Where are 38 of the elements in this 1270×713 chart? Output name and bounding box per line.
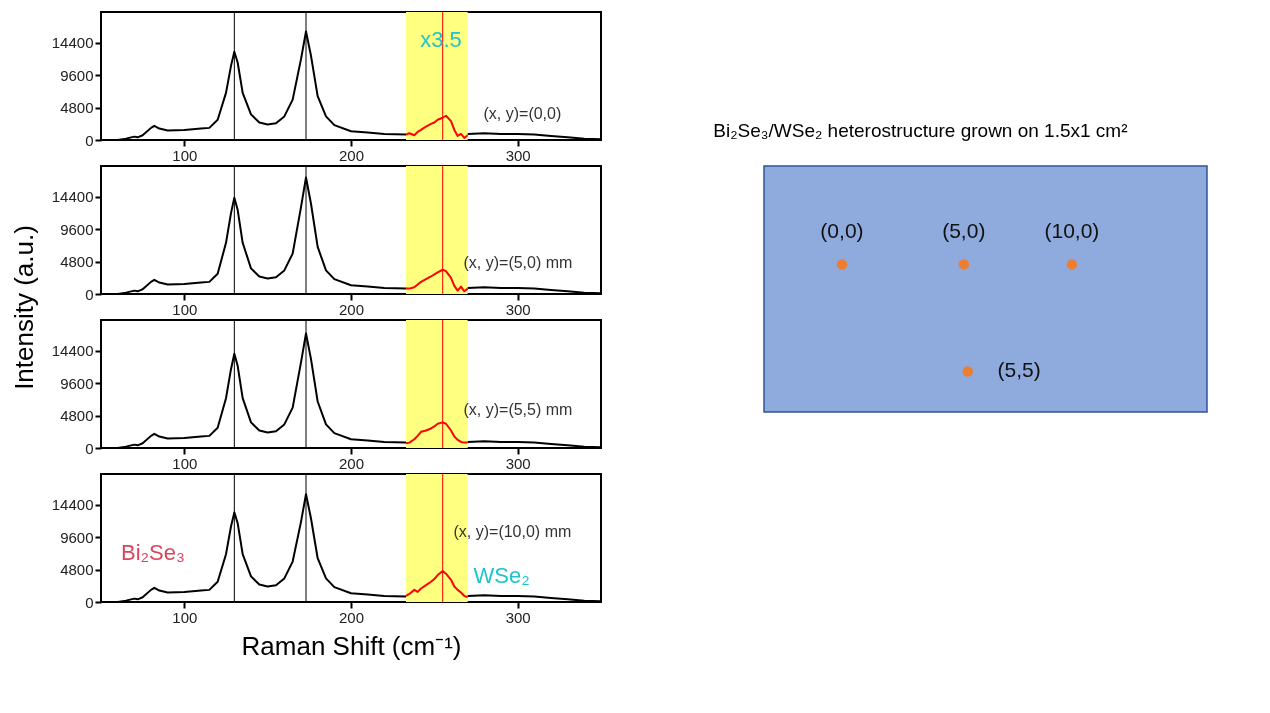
x-tick-label: 300 [505,300,531,318]
y-tick-label: 4800 [60,99,94,117]
text: (10,0) [1044,219,1100,243]
y-tick-label: 14400 [51,188,94,206]
x-tick-label: 200 [338,300,365,318]
y-tick-label: 9600 [60,374,94,392]
y-tick-label: 4800 [60,561,94,579]
x-tick-label: 200 [338,454,365,472]
x-tick-label: 300 [505,146,531,164]
annotation: WSe₂ [473,563,530,589]
y-tick-label: 4800 [60,407,94,425]
text: (5,0) [942,219,986,243]
x-tick-label: 100 [172,608,198,626]
y-tick-label: 4800 [60,253,94,271]
x-tick-label: 200 [338,608,365,626]
y-tick-label: 0 [85,285,94,303]
x-tick-label: 300 [505,608,531,626]
y-tick-label: 9600 [60,66,94,84]
x-tick-label: 100 [172,146,198,164]
x-axis-title: Raman Shift (cm⁻¹) [241,630,462,661]
annotation: Bi₂Se₃ [121,540,185,566]
y-axis-title: Intensity (a.u.) [8,225,39,390]
x-tick-label: 100 [172,300,198,318]
y-tick-label: 9600 [60,528,94,546]
y-tick-label: 14400 [51,496,94,514]
y-tick-label: 0 [85,439,94,457]
y-tick-label: 9600 [60,220,94,238]
y-tick-label: 14400 [51,342,94,360]
x-tick-label: 200 [338,146,365,164]
text: (0,0) [820,219,864,243]
y-tick-label: 0 [85,131,94,149]
x-tick-label: 300 [505,454,531,472]
y-tick-label: 14400 [51,34,94,52]
x-tick-label: 100 [172,454,198,472]
y-tick-label: 0 [85,593,94,611]
annotation: (x, y)=(0,0) [483,105,562,123]
text: Bi₂Se₃/WSe₂ heterostructure grown on 1.5x1 cm² [713,120,1128,142]
text: (5,5) [997,358,1041,382]
